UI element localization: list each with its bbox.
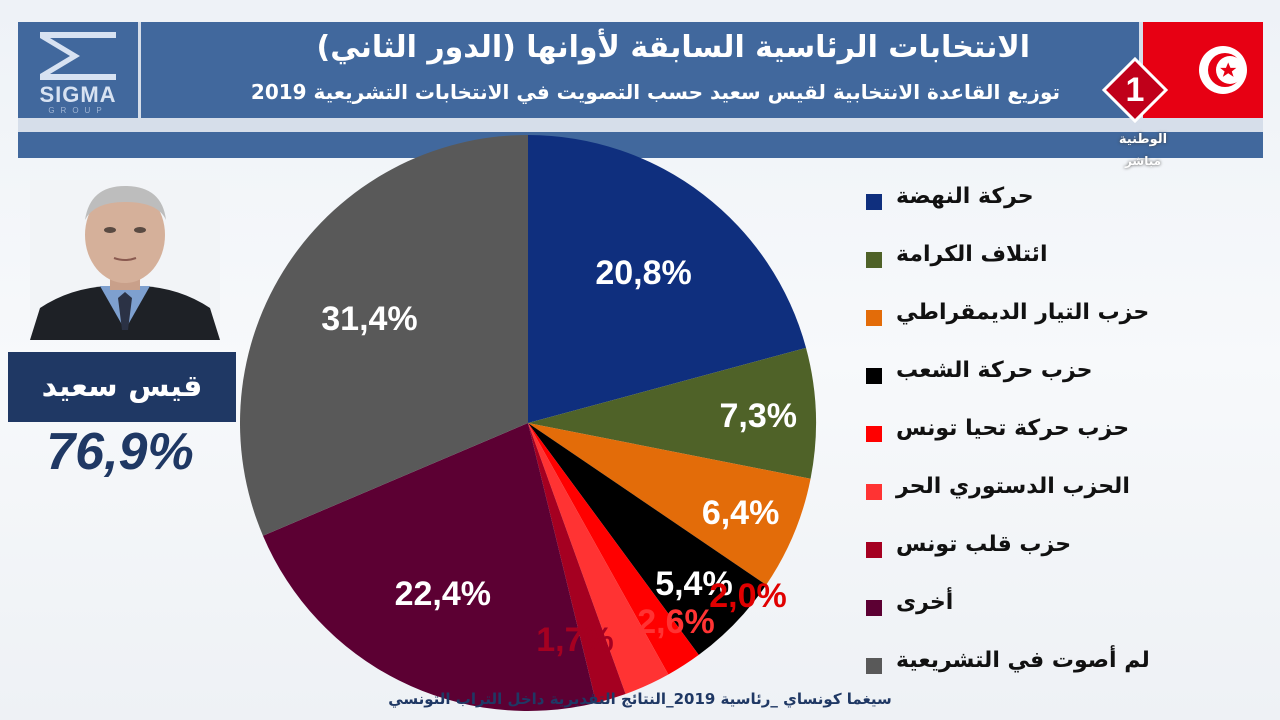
legend-item: حركة النهضة	[820, 180, 1200, 220]
legend-label: ائتلاف الكرامة	[896, 242, 1048, 267]
legend-item: حزب قلب تونس	[820, 528, 1200, 568]
sigma-icon	[40, 32, 116, 80]
pie-slice	[239, 134, 528, 536]
logo-subtext: GROUP	[48, 106, 108, 115]
pie-slice	[528, 423, 811, 585]
legend-swatch	[866, 542, 882, 558]
legend-label: حزب حركة الشعب	[896, 358, 1093, 383]
pie-data-label: 2,0%	[709, 577, 787, 615]
pie-slice	[528, 135, 807, 423]
legend-label: حزب التيار الديمقراطي	[896, 300, 1150, 325]
page-title: الانتخابات الرئاسية السابقة لأوانها (الد…	[316, 30, 1030, 65]
legend-item: أخرى	[820, 586, 1200, 626]
legend-item: لم أصوت في التشريعية	[820, 644, 1200, 684]
pie-slice	[528, 347, 817, 479]
title-bar	[141, 22, 1139, 118]
logo-text: SIGMA	[39, 82, 117, 107]
pie-slice	[528, 423, 669, 694]
pie-slice	[528, 423, 626, 703]
legend-swatch	[866, 600, 882, 616]
channel-live-label: مباشر	[1124, 154, 1162, 168]
pie-data-label: 1,7%	[536, 621, 614, 659]
legend-label: أخرى	[896, 590, 954, 615]
legend-swatch	[866, 426, 882, 442]
pie-slice	[528, 423, 767, 655]
flag-emblem-icon	[1199, 46, 1247, 94]
legend-label: الحزب الدستوري الحر	[896, 474, 1130, 499]
legend-label: حزب حركة تحيا تونس	[896, 416, 1130, 441]
legend-swatch	[866, 484, 882, 500]
pie-data-label: 5,4%	[655, 565, 733, 603]
legend-label: حركة النهضة	[896, 184, 1034, 209]
legend-item: الحزب الدستوري الحر	[820, 470, 1200, 510]
pie-data-label: 31,4%	[321, 300, 417, 338]
legend-swatch	[866, 194, 882, 210]
tunisia-flag	[1143, 22, 1263, 118]
pie-data-label: 6,4%	[702, 494, 780, 532]
page-subtitle: توزيع القاعدة الانتخابية لقيس سعيد حسب ا…	[250, 80, 1060, 104]
candidate-name: قيس سعيد	[8, 352, 236, 422]
candidate-portrait	[30, 180, 220, 340]
legend-swatch	[866, 368, 882, 384]
pie-data-label: 20,8%	[595, 254, 691, 292]
channel-name: الوطنية	[1118, 132, 1168, 147]
legend-item: حزب حركة تحيا تونس	[820, 412, 1200, 452]
header-underbar	[18, 132, 1263, 158]
pie-data-label: 7,3%	[720, 397, 798, 435]
pie-data-label: 22,4%	[395, 575, 491, 613]
legend-label: لم أصوت في التشريعية	[896, 648, 1150, 673]
pie-slice	[528, 423, 699, 675]
legend-swatch	[866, 658, 882, 674]
channel-logo-icon: 1	[1101, 56, 1169, 124]
candidate-percent: 76,9%	[46, 423, 194, 481]
pie-data-label: 2,6%	[637, 603, 715, 641]
legend-swatch	[866, 310, 882, 326]
sigma-logo: SIGMA GROUP	[18, 22, 138, 118]
legend-label: حزب قلب تونس	[896, 532, 1072, 557]
channel-number: 1	[1126, 71, 1145, 109]
footer-caption: سيغما كونساي _رئاسية 2019_النتائج التقدي…	[388, 690, 892, 708]
pie-slice	[262, 423, 597, 711]
legend-item: ائتلاف الكرامة	[820, 238, 1200, 278]
legend-item: حزب حركة الشعب	[820, 354, 1200, 394]
legend-swatch	[866, 252, 882, 268]
legend-item: حزب التيار الديمقراطي	[820, 296, 1200, 336]
